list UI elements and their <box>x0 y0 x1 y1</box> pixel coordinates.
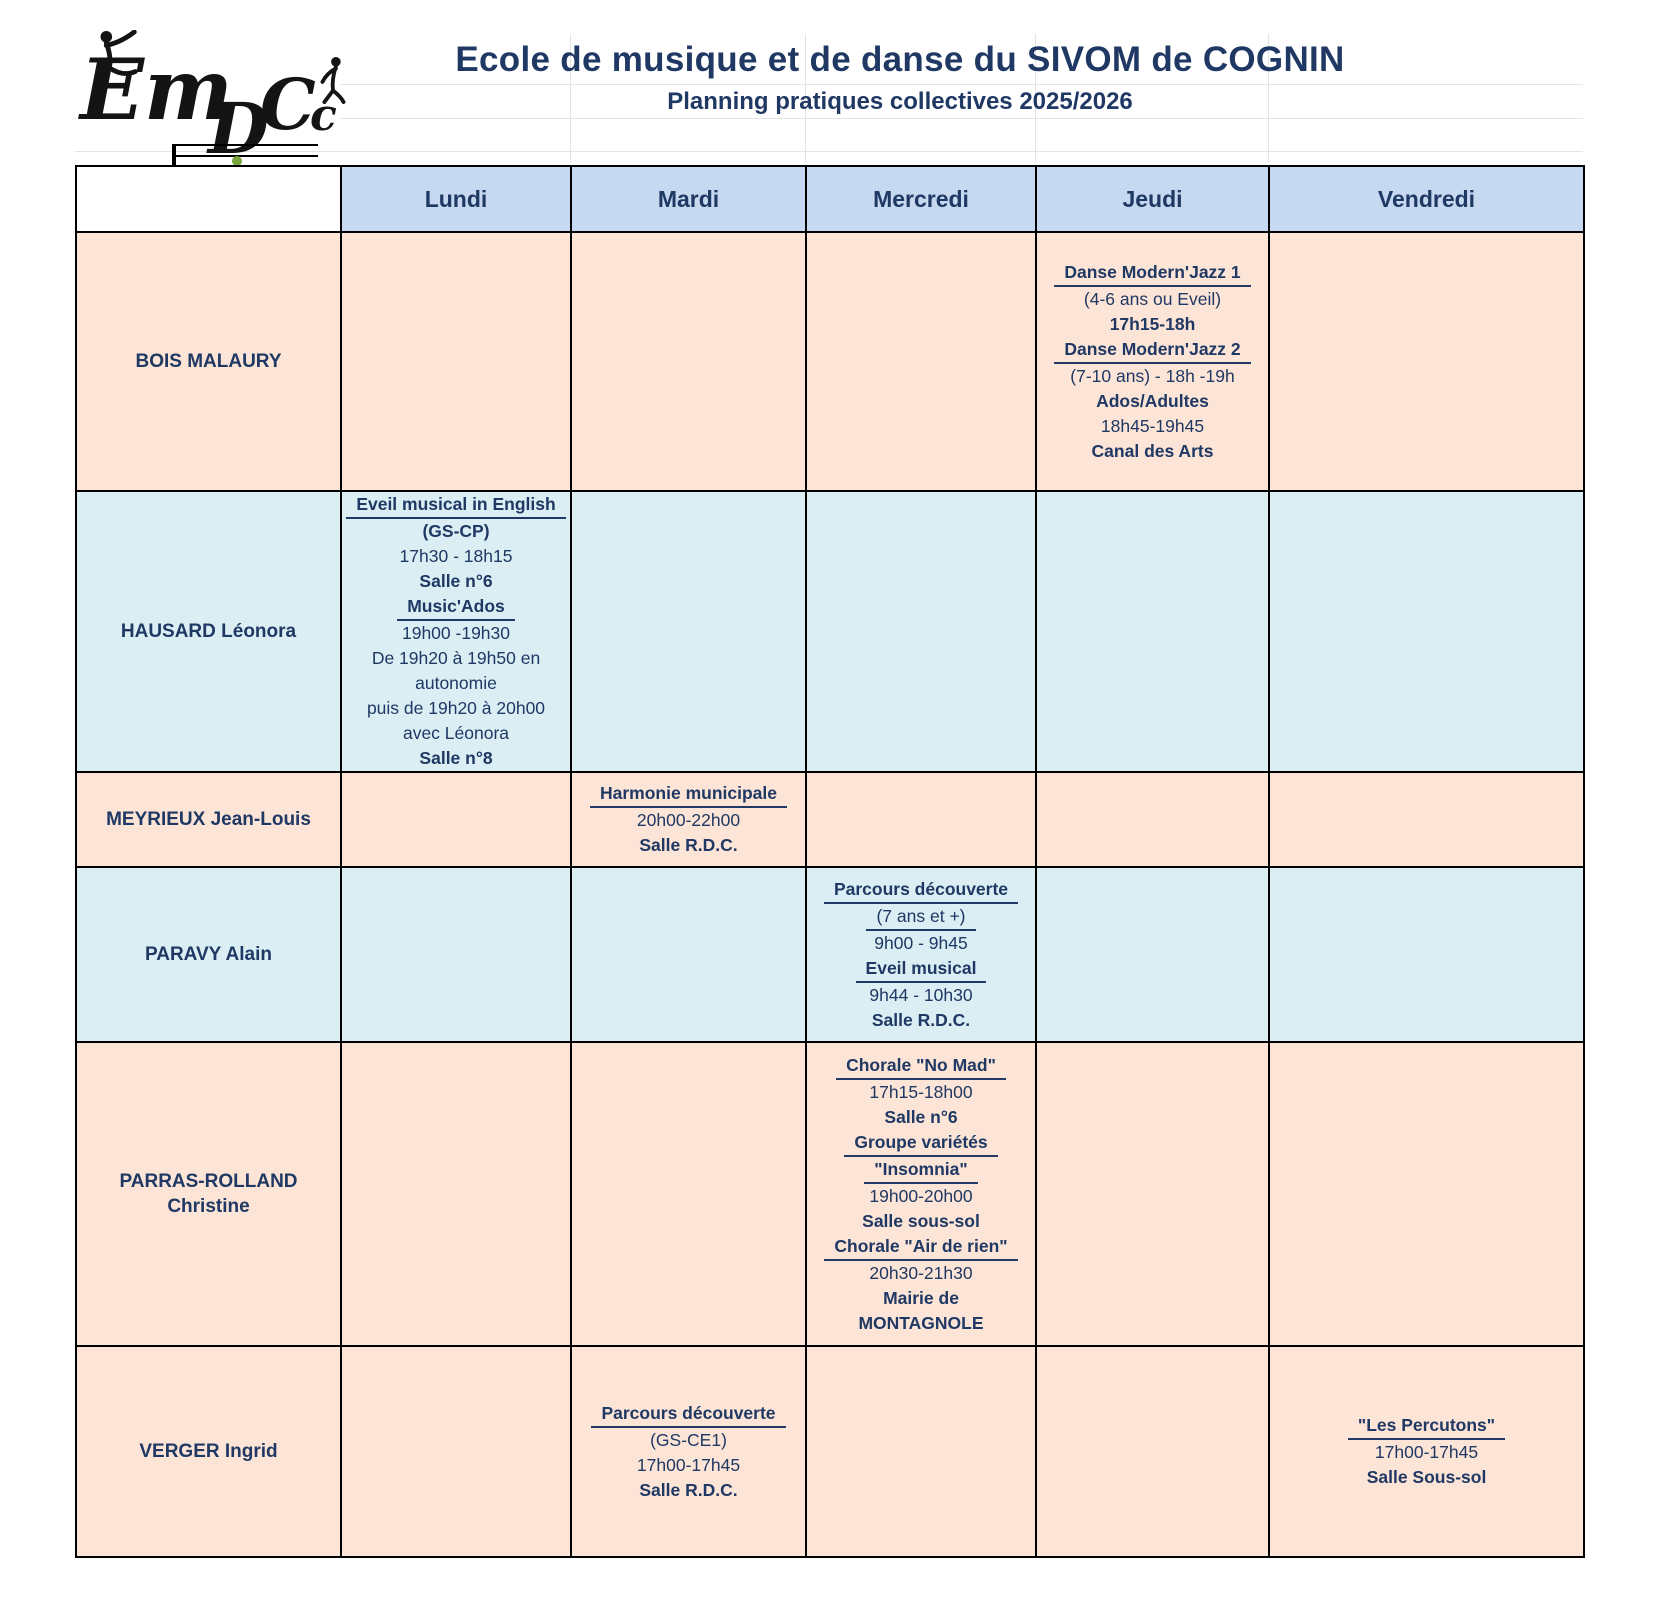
table-row: HAUSARD Léonora Eveil musical in English(… <box>75 490 1585 773</box>
teacher-name-bois-malaury: BOIS MALAURY <box>75 231 342 492</box>
cell-paravy-alain-vendredi <box>1268 866 1585 1043</box>
table-row: VERGER Ingrid Parcours découverte (GS-CE1)… <box>75 1345 1585 1558</box>
day-header-mercredi: Mercredi <box>805 165 1037 233</box>
cell-hausard-leonora-jeudi <box>1035 490 1270 773</box>
cell-meyrieux-jean-louis-lundi <box>340 771 572 868</box>
gridline <box>340 84 1583 85</box>
day-header-lundi: Lundi <box>340 165 572 233</box>
cell-meyrieux-jean-louis-jeudi <box>1035 771 1270 868</box>
cell-bois-malaury-mercredi <box>805 231 1037 492</box>
table-row: PARAVY Alain Parcours découverte (7 ans et… <box>75 866 1585 1043</box>
teacher-name-meyrieux-jean-louis: MEYRIEUX Jean-Louis <box>75 771 342 868</box>
cell-hausard-leonora-lundi: Eveil musical in English (GS-CP) 17h30 - 1… <box>340 490 572 773</box>
cell-hausard-leonora-mardi <box>570 490 807 773</box>
cell-verger-ingrid-mercredi <box>805 1345 1037 1558</box>
cell-bois-malaury-jeudi: Danse Modern'Jazz 1 (4-6 ans ou Eveil) 17h… <box>1035 231 1270 492</box>
gridline <box>75 151 1583 152</box>
day-header-mardi: Mardi <box>570 165 807 233</box>
day-header-vendredi: Vendredi <box>1268 165 1585 233</box>
page-title: Ecole de musique et de danse du SIVOM de… <box>455 40 1345 79</box>
cell-paravy-alain-jeudi <box>1035 866 1270 1043</box>
day-header-row: Lundi Mardi Mercredi Jeudi Vendredi <box>75 165 1585 233</box>
day-header-jeudi: Jeudi <box>1035 165 1270 233</box>
teacher-name-parras-rolland-christine: PARRAS-ROLLAND Christine <box>75 1041 342 1347</box>
cell-meyrieux-jean-louis-vendredi <box>1268 771 1585 868</box>
cell-parras-rolland-christine-mardi <box>570 1041 807 1347</box>
teacher-name-paravy-alain: PARAVY Alain <box>75 866 342 1043</box>
cell-paravy-alain-lundi <box>340 866 572 1043</box>
table-row: BOIS MALAURY Danse Modern'Jazz 1 (4-6 ans … <box>75 231 1585 492</box>
dancer-icon <box>320 56 346 104</box>
logo-letter-c: C <box>260 63 316 146</box>
cell-parras-rolland-christine-jeudi <box>1035 1041 1270 1347</box>
cell-parras-rolland-christine-vendredi <box>1268 1041 1585 1347</box>
corner-cell <box>75 165 342 233</box>
cell-verger-ingrid-vendredi: "Les Percutons" 17h00-17h45 Salle Sous-sol <box>1268 1345 1585 1558</box>
cell-verger-ingrid-mardi: Parcours découverte (GS-CE1) 17h00-17h45 Sa… <box>570 1345 807 1558</box>
logo-letter-em: Em <box>80 40 233 139</box>
teacher-name-verger-ingrid: VERGER Ingrid <box>75 1345 342 1558</box>
page-subtitle: Planning pratiques collectives 2025/2026 <box>667 88 1133 115</box>
cell-verger-ingrid-lundi <box>340 1345 572 1558</box>
planning-table: Lundi Mardi Mercredi Jeudi Vendredi BOIS… <box>75 165 1585 1558</box>
cell-meyrieux-jean-louis-mercredi <box>805 771 1037 868</box>
cell-meyrieux-jean-louis-mardi: Harmonie municipale 20h00-22h00 Salle R.D.… <box>570 771 807 868</box>
cell-bois-malaury-mardi <box>570 231 807 492</box>
staff-note-green-icon <box>232 156 242 166</box>
gridline <box>1268 34 1269 163</box>
cell-paravy-alain-mardi <box>570 866 807 1043</box>
cell-hausard-leonora-vendredi <box>1268 490 1585 773</box>
planning-table-body: Lundi Mardi Mercredi Jeudi Vendredi BOIS… <box>75 165 1585 1558</box>
table-row: PARRAS-ROLLAND Christine Chorale "No Mad" 1… <box>75 1041 1585 1347</box>
cell-hausard-leonora-mercredi <box>805 490 1037 773</box>
cell-bois-malaury-vendredi <box>1268 231 1585 492</box>
gridline <box>340 118 1583 119</box>
cell-verger-ingrid-jeudi <box>1035 1345 1270 1558</box>
table-row: MEYRIEUX Jean-Louis Harmonie municipale 20… <box>75 771 1585 868</box>
gridline <box>1035 34 1036 163</box>
cell-parras-rolland-christine-mercredi: Chorale "No Mad" 17h15-18h00 Salle n°6 Grou… <box>805 1041 1037 1347</box>
gridline <box>570 34 571 163</box>
dancer-icon <box>94 30 138 87</box>
cell-bois-malaury-lundi <box>340 231 572 492</box>
gridline <box>805 34 806 163</box>
teacher-name-hausard-leonora: HAUSARD Léonora <box>75 490 342 773</box>
cell-paravy-alain-mercredi: Parcours découverte (7 ans et +) 9h00 - 9h… <box>805 866 1037 1043</box>
cell-parras-rolland-christine-lundi <box>340 1041 572 1347</box>
